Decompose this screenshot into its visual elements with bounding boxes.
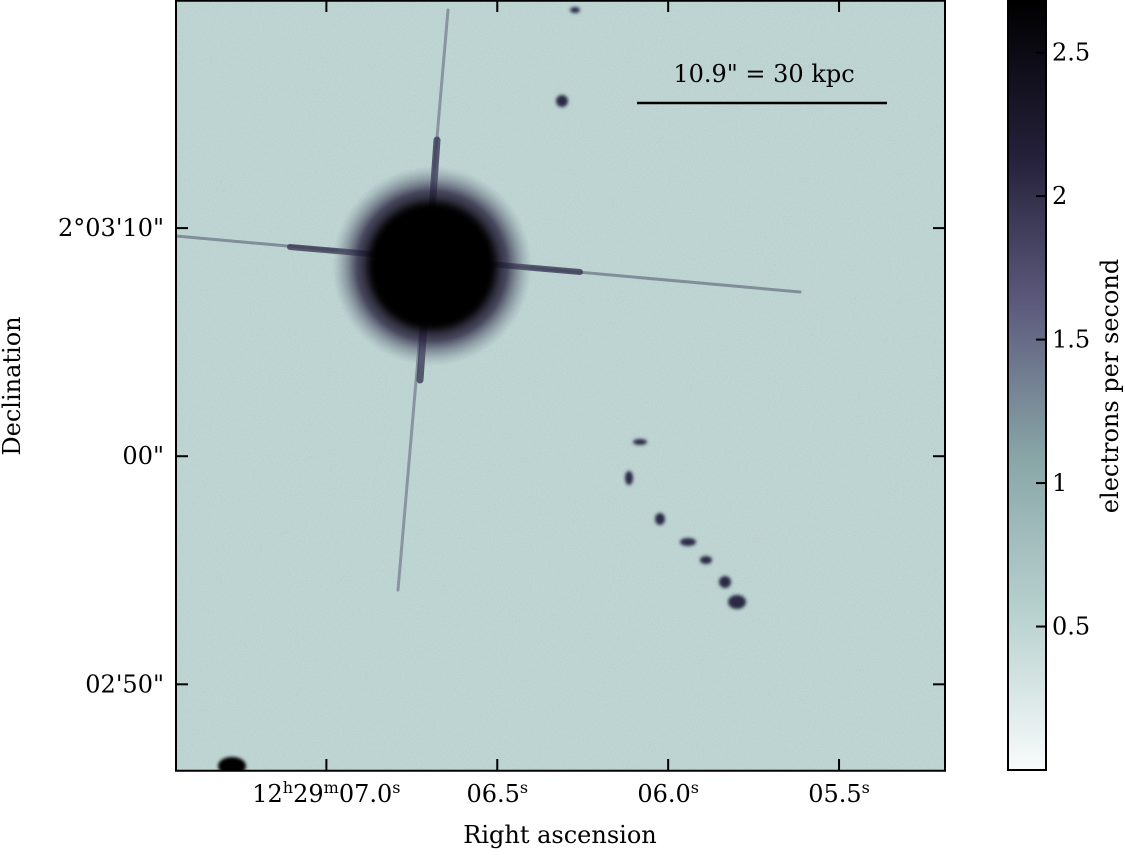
colorbar-tick-label: 0.5 — [1052, 613, 1090, 641]
x-tick-label-part: 29 — [293, 780, 324, 808]
y-tick-label: 2°03'10" — [58, 214, 164, 242]
x-tick-label-part: 06.0 — [637, 780, 690, 808]
colorbar — [1007, 0, 1047, 771]
star — [370, 204, 494, 328]
colorbar-tick-label: 2 — [1052, 182, 1067, 210]
y-axis-label: Declination — [0, 316, 26, 455]
x-tick-label: 06.0s — [637, 778, 699, 808]
colorbar-tick-label: 1.5 — [1052, 326, 1090, 354]
image: 10.9" = 30 kpc — [176, 0, 945, 771]
colorbar-tick-label: 1 — [1052, 469, 1067, 497]
x-tick-label-part: m — [324, 778, 339, 797]
x-tick-label-part: 07.0 — [339, 780, 392, 808]
x-tick-label-part: s — [392, 778, 400, 797]
galaxy-streak — [218, 7, 746, 771]
x-tick-label-part: s — [691, 778, 699, 797]
x-tick-label-part: h — [283, 778, 293, 797]
colorbar-tick-label: 2.5 — [1052, 39, 1090, 67]
x-tick-label-part: 12 — [252, 780, 283, 808]
plot-frame — [175, 0, 946, 772]
x-tick-label: 05.5s — [808, 778, 870, 808]
scale-bar-label: 10.9" = 30 kpc — [673, 60, 854, 88]
colorbar-label: electrons per second — [1096, 259, 1124, 513]
sky-noise — [176, 0, 945, 771]
x-tick-label-part: 06.5 — [466, 780, 519, 808]
x-axis-label: Right ascension — [463, 821, 656, 849]
x-tick-label: 12h29m07.0s — [252, 778, 400, 808]
x-tick-label-part: s — [520, 778, 528, 797]
x-tick-label-part: 05.5 — [808, 780, 861, 808]
y-tick-label: 02'50" — [85, 670, 164, 698]
x-tick-label-part: s — [862, 778, 870, 797]
y-tick-label: 00" — [122, 442, 164, 470]
x-tick-label: 06.5s — [466, 778, 528, 808]
